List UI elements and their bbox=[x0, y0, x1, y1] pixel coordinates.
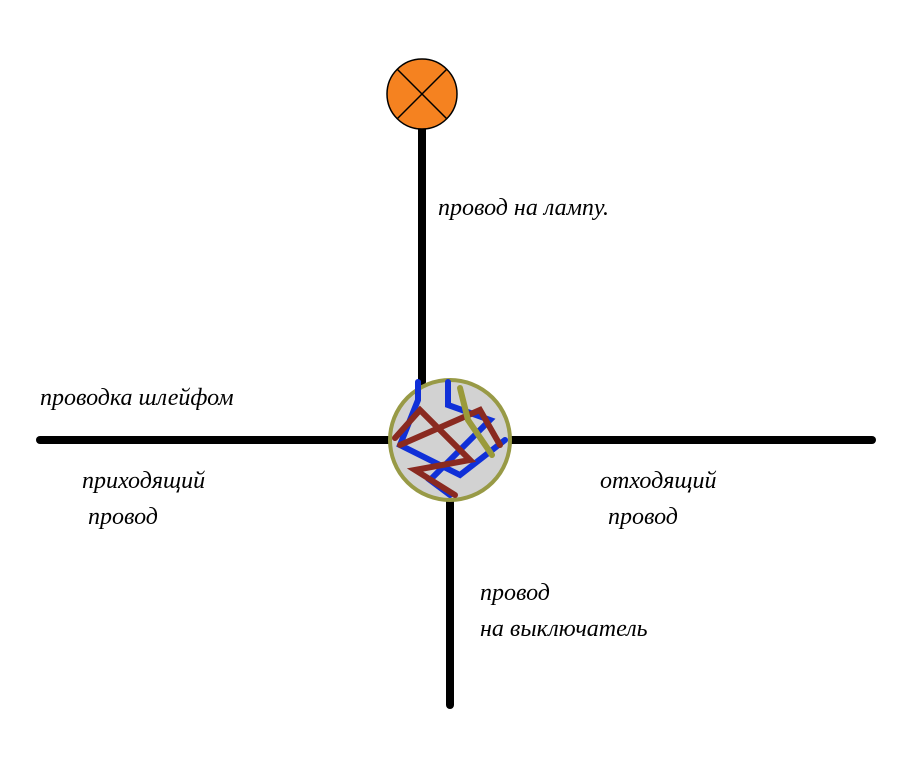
label-incoming-1: приходящий bbox=[82, 468, 205, 494]
label-switch-1: провод bbox=[480, 580, 550, 606]
wiring-diagram: провод на лампу. проводка шлейфом приход… bbox=[0, 0, 906, 759]
label-loop-wiring: проводка шлейфом bbox=[40, 385, 234, 411]
label-outgoing-1: отходящий bbox=[600, 468, 716, 494]
label-incoming-2: провод bbox=[88, 504, 158, 530]
label-lamp-wire: провод на лампу. bbox=[438, 195, 609, 221]
label-outgoing-2: провод bbox=[608, 504, 678, 530]
label-switch-2: на выключатель bbox=[480, 616, 648, 642]
lamp-icon bbox=[387, 59, 457, 129]
